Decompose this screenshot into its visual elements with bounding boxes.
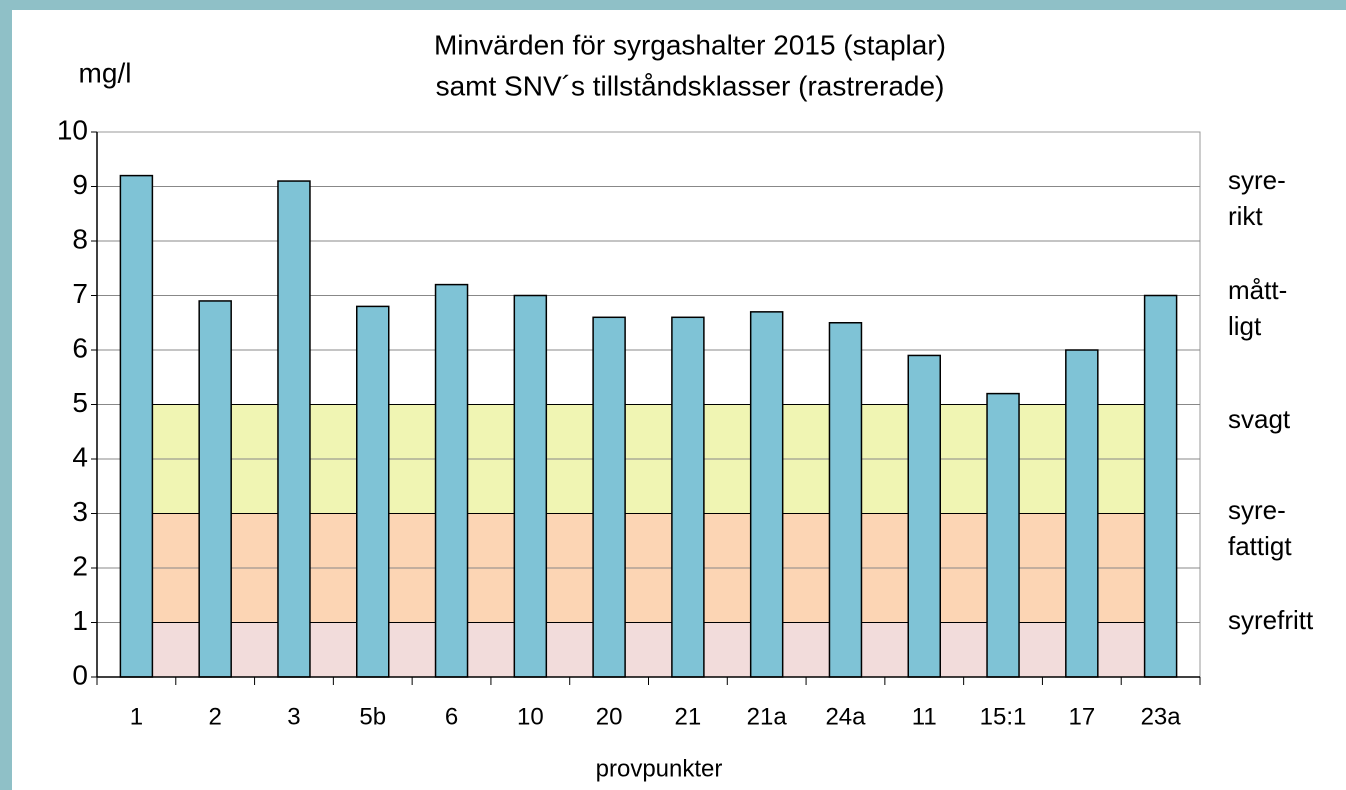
x-tick-label: 10 (517, 703, 544, 730)
bar (671, 316, 705, 678)
y-tick-label: 6 (72, 332, 88, 363)
x-tick-label: 1 (130, 703, 143, 730)
y-tick-label: 3 (72, 496, 88, 527)
class-label: mått-ligt (1228, 275, 1287, 341)
x-tick-label: 21a (747, 703, 788, 730)
class-label: syrefritt (1228, 605, 1314, 635)
bar (119, 174, 154, 678)
class-label-line: ligt (1228, 311, 1262, 341)
y-tick-label: 8 (72, 223, 88, 254)
class-label-line: syrefritt (1228, 605, 1314, 635)
bar (198, 300, 232, 678)
y-tick-label: 4 (72, 441, 88, 472)
class-label: svagt (1228, 404, 1291, 434)
x-tick-label: 23a (1141, 703, 1182, 730)
class-label-line: syre- (1228, 165, 1286, 195)
class-label-line: svagt (1228, 404, 1291, 434)
x-tick-label: 17 (1068, 703, 1095, 730)
y-axis-label: mg/l (79, 57, 132, 88)
y-tick-label: 5 (72, 387, 88, 418)
chart-title: Minvärden för syrgashalter 2015 (staplar… (434, 29, 946, 60)
x-tick-label: 2 (208, 703, 221, 730)
x-tick-label: 21 (675, 703, 702, 730)
bar (749, 311, 784, 678)
y-tick-label: 1 (72, 605, 88, 636)
x-tick-label: 5b (359, 703, 386, 730)
bar (513, 294, 548, 678)
class-label: syre-rikt (1228, 165, 1286, 231)
x-tick-label: 24a (825, 703, 866, 730)
class-label: syre-fattigt (1228, 495, 1292, 561)
y-tick-label: 7 (72, 278, 88, 309)
bar (986, 392, 1020, 678)
y-tick-label: 9 (72, 169, 88, 200)
x-tick-label: 3 (287, 703, 300, 730)
bar (907, 354, 941, 678)
class-label-line: syre- (1228, 495, 1286, 525)
y-tick-label: 10 (57, 114, 88, 145)
x-tick-label: 15:1 (980, 703, 1027, 730)
bar (277, 180, 311, 678)
x-tick-label: 11 (912, 703, 937, 730)
bar (434, 283, 469, 678)
y-tick-label: 2 (72, 550, 88, 581)
x-axis-label: provpunkter (596, 755, 723, 782)
class-label-line: rikt (1228, 201, 1263, 231)
x-tick-label: 6 (445, 703, 458, 730)
bar (592, 316, 626, 678)
x-tick-label: 20 (596, 703, 623, 730)
class-label-line: mått- (1228, 275, 1287, 305)
y-tick-label: 0 (72, 659, 88, 690)
bar (356, 305, 390, 678)
bar (1143, 294, 1178, 678)
class-label-line: fattigt (1228, 531, 1292, 561)
chart-title: samt SNV´s tillståndsklasser (rastrerade… (436, 70, 945, 101)
bar (828, 322, 863, 678)
bar (1065, 349, 1099, 678)
